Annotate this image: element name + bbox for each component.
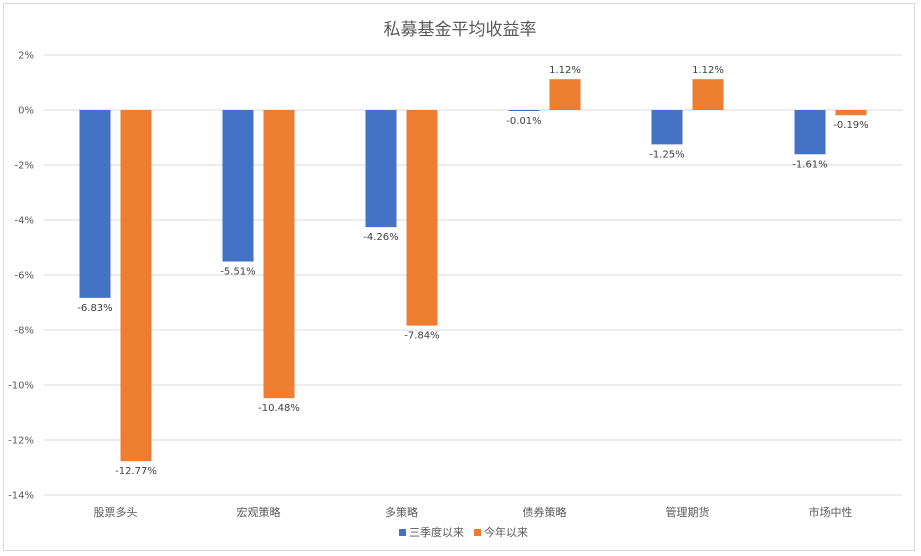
bar xyxy=(406,110,438,326)
bar xyxy=(120,110,152,462)
bar xyxy=(508,110,540,111)
y-tick-label: -8% xyxy=(15,326,34,337)
data-label: -1.61% xyxy=(792,159,827,170)
bar xyxy=(263,110,295,399)
bar xyxy=(651,110,683,145)
y-tick-label: 0% xyxy=(18,106,34,117)
y-tick-label: -6% xyxy=(15,271,34,282)
data-label: -1.25% xyxy=(649,149,684,160)
y-tick-label: -14% xyxy=(8,491,34,502)
legend: 三季度以来 今年以来 xyxy=(399,525,528,539)
bars xyxy=(79,79,867,462)
bar xyxy=(692,79,724,110)
legend-swatch xyxy=(474,529,481,536)
bar xyxy=(365,110,397,228)
category-label: 债券策略 xyxy=(523,505,567,519)
data-label: -10.48% xyxy=(258,403,300,414)
bar xyxy=(794,110,826,155)
data-label: -0.01% xyxy=(506,116,541,127)
category-label: 多策略 xyxy=(385,505,418,519)
y-tick-label: -2% xyxy=(15,161,34,172)
data-label: 1.12% xyxy=(692,65,724,76)
bar xyxy=(79,110,111,298)
category-label: 股票多头 xyxy=(94,505,138,519)
data-label: -6.83% xyxy=(77,303,112,314)
category-label: 管理期货 xyxy=(666,505,710,519)
data-label: -7.84% xyxy=(404,331,439,342)
category-labels: 股票多头 宏观策略 多策略 债券策略 管理期货 市场中性 xyxy=(94,505,853,519)
y-tick-label: -12% xyxy=(8,436,34,447)
legend-label: 三季度以来 xyxy=(409,525,464,539)
bar xyxy=(549,79,581,110)
y-tick-label: -10% xyxy=(8,381,34,392)
legend-swatch xyxy=(399,529,406,536)
bar xyxy=(835,110,867,116)
data-label: 1.12% xyxy=(549,65,581,76)
y-tick-label: -4% xyxy=(15,216,34,227)
chart-title: 私募基金平均收益率 xyxy=(384,20,537,40)
y-tick-label: 2% xyxy=(18,51,34,62)
data-label: -0.19% xyxy=(833,120,868,131)
chart-svg: 私募基金平均收益率 2% 0% -2% -4% -6% -8% -10% -12% -14% -… xyxy=(8,20,902,539)
gridlines xyxy=(44,54,902,496)
data-label: -5.51% xyxy=(220,267,255,278)
category-label: 市场中性 xyxy=(809,505,853,519)
y-axis-ticks: 2% 0% -2% -4% -6% -8% -10% -12% -14% xyxy=(8,51,34,502)
legend-label: 今年以来 xyxy=(484,525,528,539)
chart-frame: 私募基金平均收益率 2% 0% -2% -4% -6% -8% -10% -12% -14% -… xyxy=(3,3,915,551)
data-label: -12.77% xyxy=(115,466,157,477)
category-label: 宏观策略 xyxy=(237,505,281,519)
bar xyxy=(222,110,254,262)
data-labels: -6.83% -12.77% -5.51% -10.48% -4.26% -7.84% -0… xyxy=(77,65,868,477)
data-label: -4.26% xyxy=(363,232,398,243)
